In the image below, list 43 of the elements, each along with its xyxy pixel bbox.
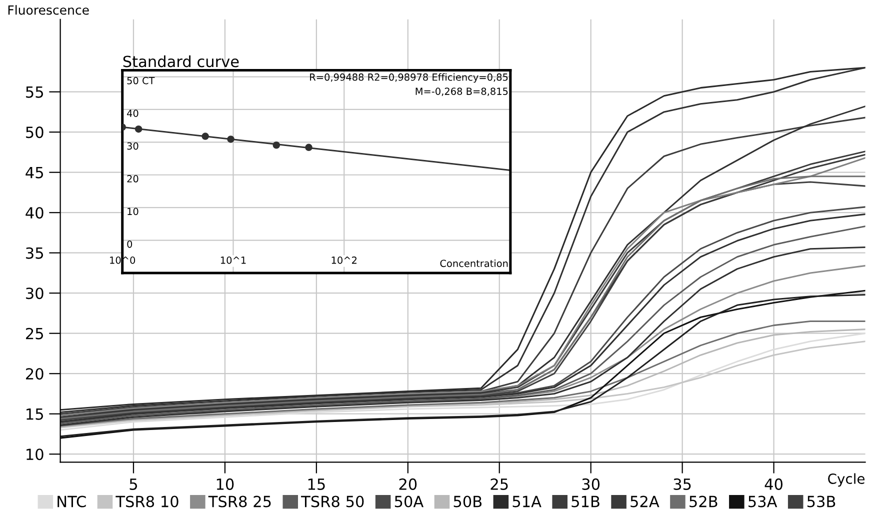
x-tick-label: 30 — [582, 478, 600, 490]
x-tick-label: 10 — [216, 478, 234, 490]
legend-label: 51B — [572, 496, 600, 508]
y-tick-label: 15 — [26, 408, 43, 420]
annotation: M=-0,268 B=8,815 — [416, 88, 508, 96]
legend-label: 53B — [807, 496, 836, 508]
x-tick-label: 20 — [399, 478, 417, 490]
x-axis-title: Cycle — [828, 473, 865, 487]
legend-label: 50B — [454, 496, 482, 508]
y-tick-label: 10 — [128, 208, 138, 216]
y-tick-label: 55 — [26, 86, 43, 98]
y-tick-label: 20 — [26, 368, 44, 380]
x-tick-label: 35 — [674, 478, 691, 490]
x-tick-label: 40 — [764, 478, 782, 490]
x-tick-label: 15 — [308, 478, 325, 490]
y-tick-label: 30 — [127, 142, 138, 150]
y-tick-label: 40 — [127, 110, 138, 117]
y-tick-label: 20 — [127, 175, 138, 182]
y-tick-label: 45 — [26, 167, 43, 178]
x-tick-label: 10^2 — [332, 256, 356, 264]
y-tick-label: 30 — [26, 288, 44, 300]
x-axis-title: Concentration — [440, 260, 508, 268]
x-tick-label: 5 — [130, 478, 138, 490]
y-tick-label: 40 — [26, 207, 44, 219]
legend-label: 53A — [748, 496, 778, 508]
legend-label: 52A — [630, 496, 660, 508]
y-tick-label: 10 — [26, 448, 44, 460]
x-tick-label: 10^1 — [220, 256, 246, 264]
y-tick-label: 25 — [26, 328, 43, 340]
x-tick-label: 25 — [490, 478, 508, 490]
annotation: R=0,99488 R2=0,98978 Efficiency=0,85 — [310, 73, 508, 83]
legend-label: 52B — [690, 496, 718, 508]
legend-label: 50A — [394, 496, 424, 508]
legend-label: TSR8 50 — [301, 496, 364, 508]
legend-label: TSR8 10 — [116, 496, 178, 508]
y-tick-label: 50 — [26, 126, 44, 138]
legend-label: 51A — [512, 496, 542, 508]
y-tick-label: 0 — [127, 240, 132, 248]
legend-label: TSR8 25 — [208, 496, 271, 508]
legend-label: NTC — [58, 496, 86, 508]
chart-title: Standard curve — [123, 55, 239, 68]
y-axis-title: Fluorescence — [8, 5, 89, 15]
y-tick-label: 50 CT — [127, 76, 155, 84]
